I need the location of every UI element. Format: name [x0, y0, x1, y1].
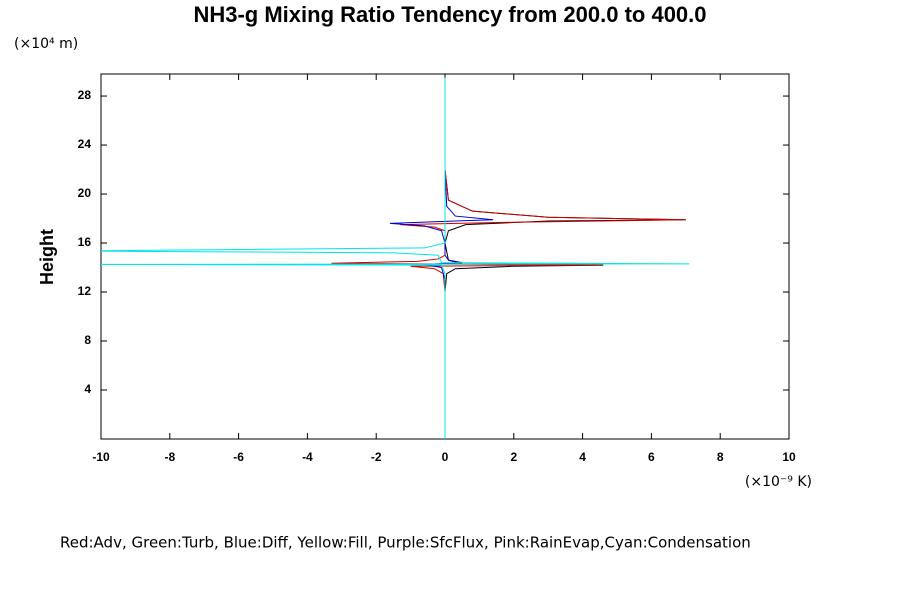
chart-title: NH3-g Mixing Ratio Tendency from 200.0 t…: [193, 2, 706, 27]
y-tick-label: 4: [84, 382, 91, 396]
profile-line: [389, 77, 494, 439]
plot-lines: [101, 77, 690, 439]
x-tick-label: 8: [717, 450, 724, 464]
profile-line: [444, 77, 686, 439]
x-unit: (×10⁻⁹ K): [745, 474, 812, 490]
y-tick-label: 8: [84, 333, 91, 347]
y-tick-label: 28: [78, 88, 92, 102]
y-unit: (×10⁴ m): [14, 36, 78, 52]
x-tick-label: -6: [233, 450, 244, 464]
profile-line: [101, 77, 690, 439]
y-axis-label: Height: [37, 229, 57, 285]
x-tick-label: 10: [782, 450, 796, 464]
x-tick-label: 6: [648, 450, 655, 464]
x-tick-label: -2: [371, 450, 382, 464]
y-tick-label: 12: [78, 284, 92, 298]
x-tick-label: 0: [442, 450, 449, 464]
legend-note: Red:Adv, Green:Turb, Blue:Diff, Yellow:F…: [60, 534, 751, 552]
x-tick-label: 4: [579, 450, 586, 464]
x-tick-label: -4: [302, 450, 313, 464]
y-tick-label: 20: [78, 186, 92, 200]
x-tick-label: -8: [164, 450, 175, 464]
y-tick-label: 16: [78, 235, 92, 249]
y-tick-label: 24: [78, 137, 92, 151]
x-tick-label: 2: [510, 450, 517, 464]
x-tick-label: -10: [92, 450, 110, 464]
profile-line: [331, 77, 686, 439]
